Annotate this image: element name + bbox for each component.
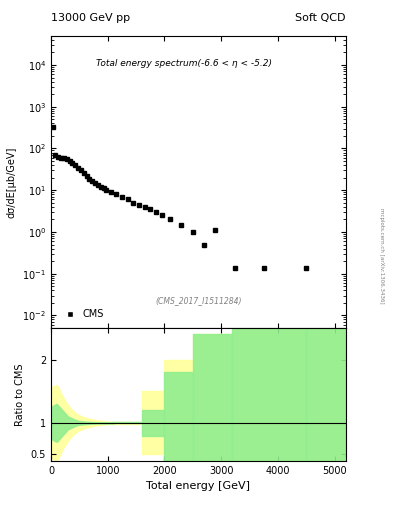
CMS — [50, 124, 55, 130]
CMS — [108, 189, 113, 195]
CMS — [191, 229, 195, 235]
CMS — [90, 178, 95, 184]
CMS — [56, 154, 61, 160]
CMS — [179, 222, 184, 228]
CMS — [76, 164, 81, 170]
CMS — [304, 265, 309, 271]
Y-axis label: dσ/dE[μb/GeV]: dσ/dE[μb/GeV] — [7, 146, 17, 218]
CMS — [104, 187, 109, 194]
CMS — [79, 167, 83, 174]
CMS — [125, 197, 130, 203]
CMS — [261, 265, 266, 271]
CMS — [73, 162, 77, 168]
CMS — [202, 242, 206, 248]
CMS — [81, 170, 86, 176]
CMS — [70, 160, 75, 166]
Legend: CMS: CMS — [56, 305, 107, 323]
CMS — [233, 265, 238, 271]
CMS — [137, 202, 141, 208]
CMS — [148, 206, 152, 212]
Line: CMS: CMS — [50, 124, 309, 270]
CMS — [114, 191, 119, 197]
CMS — [95, 182, 100, 188]
CMS — [213, 227, 218, 233]
Text: Total energy spectrum(-6.6 < η < -5.2): Total energy spectrum(-6.6 < η < -5.2) — [96, 59, 272, 68]
CMS — [98, 184, 103, 190]
CMS — [93, 180, 97, 186]
CMS — [159, 212, 164, 219]
X-axis label: Total energy [GeV]: Total energy [GeV] — [147, 481, 250, 491]
CMS — [154, 209, 158, 215]
CMS — [87, 176, 92, 182]
CMS — [84, 173, 89, 179]
CMS — [53, 153, 58, 159]
CMS — [119, 194, 124, 200]
Text: (CMS_2017_I1511284): (CMS_2017_I1511284) — [155, 295, 242, 305]
CMS — [61, 155, 66, 161]
Text: 13000 GeV pp: 13000 GeV pp — [51, 13, 130, 23]
CMS — [131, 200, 136, 206]
CMS — [101, 185, 106, 191]
CMS — [67, 158, 72, 164]
CMS — [59, 155, 63, 161]
CMS — [142, 204, 147, 210]
Text: Soft QCD: Soft QCD — [296, 13, 346, 23]
Text: mcplots.cern.ch [arXiv:1306.3436]: mcplots.cern.ch [arXiv:1306.3436] — [379, 208, 384, 304]
Y-axis label: Ratio to CMS: Ratio to CMS — [15, 363, 25, 425]
CMS — [64, 156, 69, 162]
CMS — [168, 217, 173, 223]
